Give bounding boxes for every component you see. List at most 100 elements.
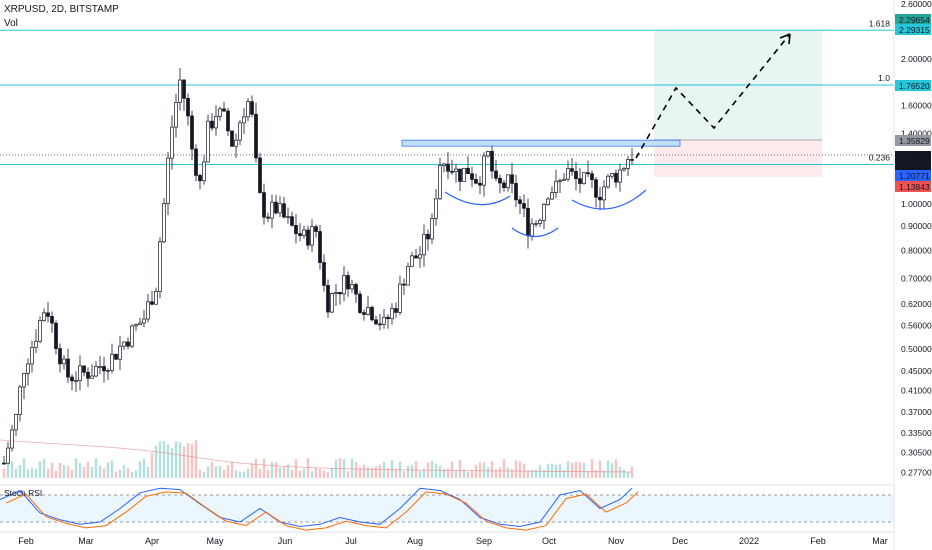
candle [490,151,494,172]
candle [598,196,602,201]
volume-bar [118,469,122,478]
candle [10,429,14,449]
stoch-band [0,495,894,522]
projection-arrow [779,33,791,45]
volume-bar [142,458,146,478]
volume-bar [74,458,78,478]
candle [346,275,350,290]
stoch-k-line [0,487,633,528]
candle [374,319,378,325]
volume-bar [86,461,90,478]
candle [582,172,586,184]
volume-bar [218,466,222,478]
volume-bar [346,471,350,478]
time-tick-label: Apr [145,536,159,546]
candle [602,186,606,201]
candle [450,170,454,173]
volume-bar [214,466,218,478]
candle [282,203,286,218]
volume-bar [222,469,226,478]
price-tag [895,170,931,181]
volume-bar [394,468,398,478]
volume-bar [2,468,6,478]
candle [226,110,230,132]
volume-bar [274,462,278,478]
volume-bar [570,462,574,478]
volume-bar [190,443,194,478]
candle [254,113,258,159]
candle [430,218,434,240]
candle [330,293,334,313]
volume-bar [418,470,422,478]
candle [590,173,594,181]
volume-bar [126,467,130,478]
candle [338,292,342,295]
volume-bar [550,463,554,478]
volume-bar [486,467,490,478]
volume-bar [30,468,34,478]
candle [78,365,82,382]
left-shoulder-arc [444,191,511,206]
volume-bar [490,461,494,478]
candle [446,163,450,172]
volume-bar [210,461,214,478]
price-tick-label: 0.30500 [901,447,932,457]
volume-bar [330,467,334,478]
time-tick-label: Feb [810,536,826,546]
candle [358,293,362,313]
volume-bar [630,466,634,478]
volume-bar [410,465,414,478]
candle [534,223,538,225]
volume-bar [154,445,158,478]
volume-bar [530,469,534,478]
candle [494,170,498,179]
volume-bar [454,470,458,478]
candle [574,171,578,180]
price-tag-label: 2.29315 [899,25,930,35]
candle [270,201,274,219]
volume-bar [130,471,134,478]
volume-bar [90,466,94,478]
volume-bar [78,463,82,478]
price-tick-label: 1.00000 [901,199,932,209]
candle [74,380,78,383]
volume-bar [314,467,318,478]
volume-bar [442,468,446,478]
volume-bar [514,460,518,478]
candle [258,157,262,193]
price-tag [895,14,931,25]
candle [214,116,218,129]
fib-level-label: 1.618 [869,18,891,28]
volume-bar [206,466,210,478]
volume-bar [282,466,286,478]
volume-bar [306,458,310,478]
candle [514,183,518,201]
candle [570,168,574,172]
candle [418,254,422,259]
volume-bar [298,470,302,478]
volume-bar [458,459,462,478]
volume-bar [266,469,270,478]
volume-bar [50,462,54,478]
candle [542,204,546,221]
price-tick-label: 0.27700 [901,468,932,478]
candle [34,340,38,348]
volume-bar [598,460,602,478]
candle [530,223,534,237]
volume-bar [362,464,366,478]
volume-bar [166,444,170,478]
price-tick-label: 0.41000 [901,386,932,396]
candle [98,366,102,368]
volume-bar [146,466,150,478]
candle [230,130,234,147]
volume-bar [270,462,274,478]
volume-bar [430,460,434,478]
volume-bar [6,459,10,478]
candle [306,229,310,246]
candle [562,178,566,181]
volume-bar [470,470,474,478]
volume-bar [178,442,182,478]
price-tag-label: 1.76520 [899,81,930,91]
candle [302,229,306,236]
